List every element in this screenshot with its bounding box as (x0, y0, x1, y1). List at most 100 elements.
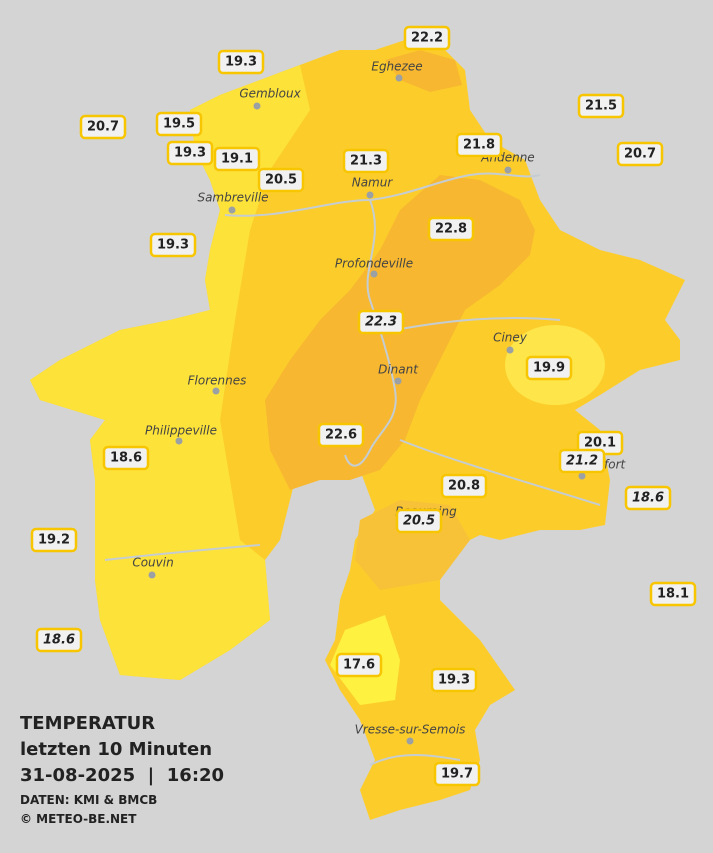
station-value: 22.3 (365, 315, 397, 330)
city-dot (504, 166, 512, 174)
river (344, 199, 397, 467)
city-label: Eghezee (371, 60, 422, 74)
station-label: 19.2 (30, 527, 78, 553)
city-dot (578, 472, 586, 480)
station-box (616, 141, 664, 167)
rivers (104, 172, 601, 766)
city-dot (406, 737, 414, 745)
west-zone (30, 65, 310, 680)
station-box (357, 309, 405, 335)
city-label: Dinant (378, 363, 419, 377)
station-value: 18.6 (110, 451, 142, 466)
river (104, 544, 261, 561)
station-box (403, 25, 451, 51)
station-label: 19.5 (155, 111, 203, 137)
station-label: 20.5 (257, 167, 305, 193)
station-value: 19.1 (221, 152, 253, 167)
station-box (342, 148, 390, 174)
city-label: Gembloux (239, 87, 301, 101)
city-label: Vresse-sur-Semois (355, 723, 466, 737)
station-label: 19.3 (166, 140, 214, 166)
station-box (335, 652, 383, 678)
city-dot (253, 102, 261, 110)
station-box (79, 114, 127, 140)
station-value: 19.3 (157, 238, 189, 253)
station-box (430, 667, 478, 693)
city-dot (366, 191, 374, 199)
station-label: 18.6 (102, 445, 150, 471)
station-value: 19.7 (441, 767, 473, 782)
station-box (558, 448, 606, 474)
station-label: 19.7 (433, 761, 481, 787)
station-box (155, 111, 203, 137)
city-dot (175, 437, 183, 445)
station-box (166, 140, 214, 166)
station-label: 18.6 (35, 627, 83, 653)
warm-zone (385, 50, 462, 92)
legend-datetime: 31-08-2025 | 16:20 (20, 765, 224, 786)
city-dot (148, 571, 156, 579)
station-value: 17.6 (343, 658, 375, 673)
station-value: 21.3 (350, 154, 382, 169)
station-value: 18.1 (657, 587, 689, 602)
station-box (317, 422, 365, 448)
station-value: 20.5 (265, 173, 297, 188)
station-label: 18.6 (624, 485, 672, 511)
station-label: 22.8 (427, 216, 475, 242)
station-label: 20.8 (440, 473, 488, 499)
station-value: 22.2 (411, 31, 443, 46)
city-label: Profondeville (335, 257, 413, 271)
station-label: 20.7 (616, 141, 664, 167)
city-dot (228, 206, 236, 214)
station-box (427, 216, 475, 242)
station-value: 20.5 (403, 514, 435, 529)
station-value: 22.6 (325, 428, 357, 443)
station-value: 21.5 (585, 99, 617, 114)
station-value: 21.2 (566, 454, 598, 469)
station-box (649, 581, 697, 607)
station-box (213, 146, 261, 172)
station-value: 20.1 (584, 436, 616, 451)
station-value: 19.3 (225, 55, 257, 70)
station-label: 19.1 (213, 146, 261, 172)
station-value: 19.2 (38, 533, 70, 548)
legend-source: DATEN: KMI & BMCB (20, 793, 157, 807)
station-value: 18.6 (632, 491, 664, 506)
station-label: 19.3 (149, 232, 197, 258)
station-label: 21.8 (455, 132, 503, 158)
station-value: 20.7 (624, 147, 656, 162)
station-label: 21.3 (342, 148, 390, 174)
station-label: 21.2 (558, 448, 606, 474)
station-box (440, 473, 488, 499)
station-value: 20.8 (448, 479, 480, 494)
city-dot (395, 74, 403, 82)
station-value: 19.9 (533, 361, 565, 376)
city-label: Couvin (132, 556, 173, 570)
city-label: Philippeville (145, 424, 217, 438)
city-label: Namur (352, 176, 394, 190)
station-box (35, 627, 83, 653)
station-box (395, 508, 443, 534)
city-dot (370, 270, 378, 278)
city-dot (506, 346, 514, 354)
legend-subtitle: letzten 10 Minuten (20, 739, 212, 760)
station-label: 22.3 (357, 309, 405, 335)
river (399, 439, 601, 506)
station-label: 20.5 (395, 508, 443, 534)
station-box (257, 167, 305, 193)
station-box (30, 527, 78, 553)
station-value: 19.5 (163, 117, 195, 132)
city-label: Ciney (493, 331, 528, 345)
station-label: 22.6 (317, 422, 365, 448)
station-label: 18.1 (649, 581, 697, 607)
river (394, 317, 561, 331)
station-label: 19.3 (217, 49, 265, 75)
legend-title: TEMPERATUR (20, 713, 155, 734)
station-label: 19.3 (430, 667, 478, 693)
station-value: 18.6 (43, 633, 75, 648)
station-label: 22.2 (403, 25, 451, 51)
city-label: Sambreville (197, 191, 268, 205)
river (224, 172, 541, 217)
river (369, 754, 461, 766)
